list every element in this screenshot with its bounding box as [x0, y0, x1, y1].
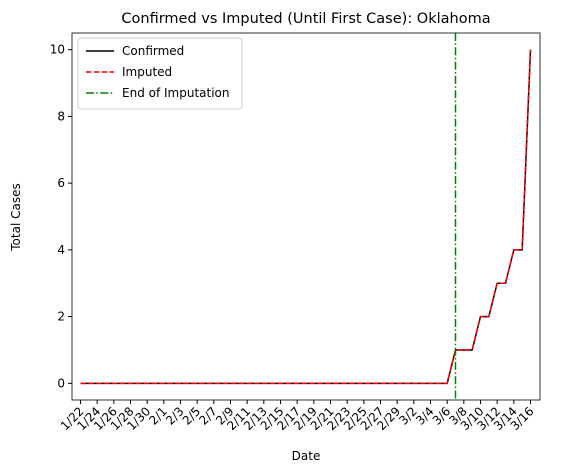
y-tick-label: 8 — [57, 109, 65, 123]
y-tick-label: 6 — [57, 176, 65, 190]
legend: Confirmed Imputed End of Imputation — [77, 37, 243, 110]
y-tick-label: 10 — [50, 43, 65, 57]
y-tick-label: 4 — [57, 243, 65, 257]
legend-label: End of Imputation — [122, 86, 230, 100]
y-axis-label: Total Cases — [9, 183, 23, 251]
chart-title: Confirmed vs Imputed (Until First Case):… — [121, 11, 490, 27]
x-axis-label: Date — [292, 449, 321, 463]
legend-box — [77, 37, 243, 110]
legend-label: Imputed — [122, 65, 172, 79]
legend-label: Confirmed — [122, 44, 184, 58]
plot-frame — [71, 32, 541, 401]
y-tick-label: 2 — [57, 310, 65, 324]
y-tick-label: 0 — [57, 376, 65, 390]
line-series — [80, 49, 532, 385]
